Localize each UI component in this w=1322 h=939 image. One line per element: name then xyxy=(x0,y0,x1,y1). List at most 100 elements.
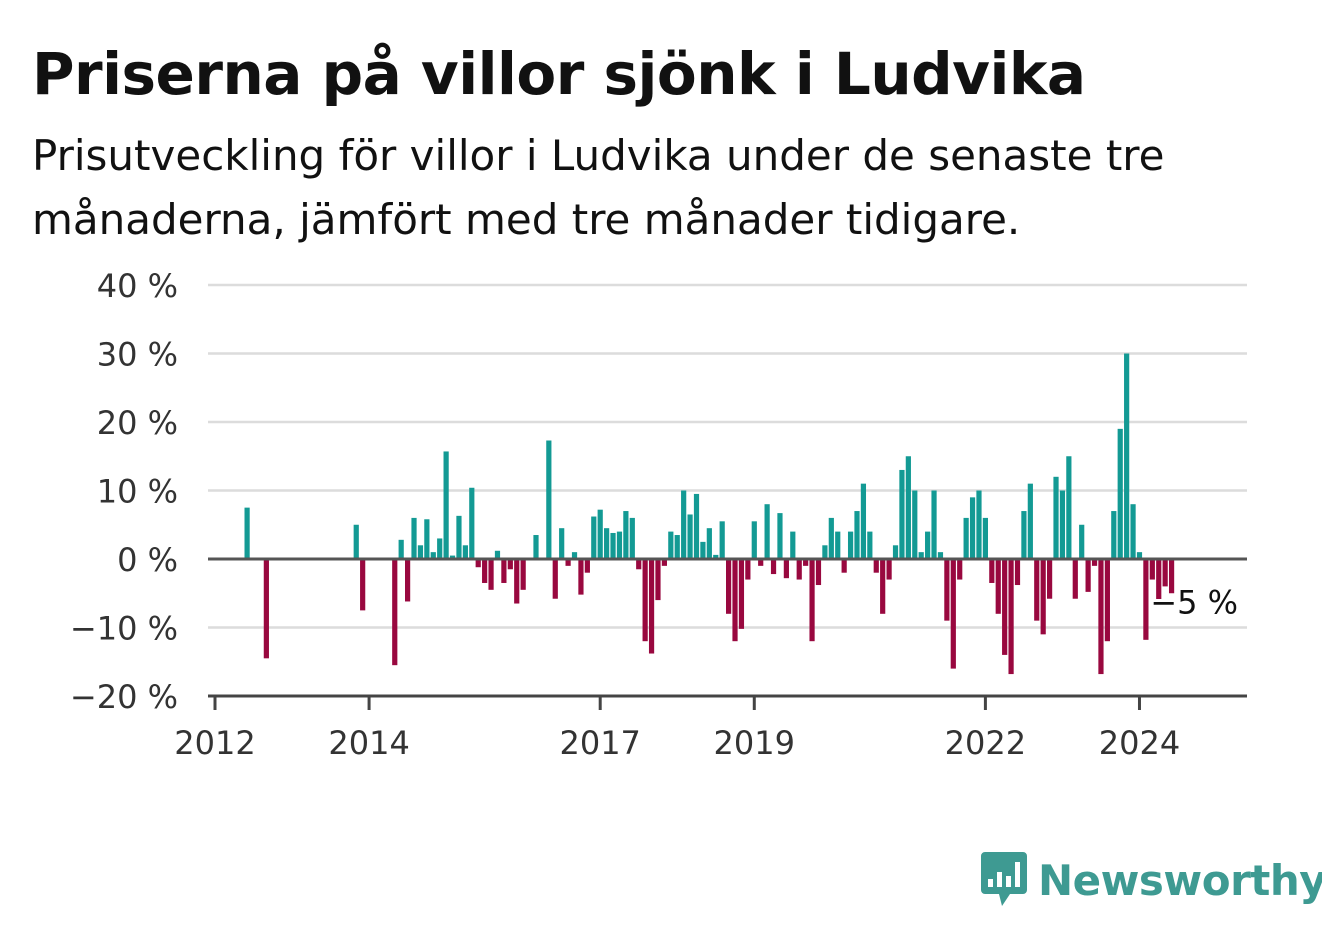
bar xyxy=(533,535,539,559)
newsworthy-logo-icon xyxy=(981,852,1027,906)
bar-chart: −20 % −10 % 0 % 10 % 20 % 30 % 40 % 2012 2014 201… xyxy=(70,267,1247,762)
bar xyxy=(937,552,944,559)
bar xyxy=(815,559,822,586)
bar xyxy=(604,528,610,559)
last-value-annotation: −5 % xyxy=(1150,584,1238,622)
bar xyxy=(353,524,359,559)
bar xyxy=(559,528,565,559)
bar xyxy=(719,521,725,559)
bar xyxy=(681,490,687,559)
bar xyxy=(854,511,860,559)
bar xyxy=(616,531,623,559)
bar xyxy=(905,456,911,559)
bar xyxy=(957,559,963,580)
bar xyxy=(648,559,655,654)
bar xyxy=(995,559,1001,614)
bar xyxy=(828,517,834,559)
bar xyxy=(1002,559,1008,655)
bar xyxy=(244,507,250,559)
bar xyxy=(918,552,924,559)
bar xyxy=(610,532,616,559)
bar xyxy=(1136,552,1143,559)
x-tick-label: 2019 xyxy=(714,724,795,762)
bar xyxy=(1149,559,1155,580)
bar xyxy=(764,504,770,559)
bar xyxy=(1162,559,1168,587)
y-tick-label: −20 % xyxy=(70,678,178,716)
bar xyxy=(1008,559,1014,675)
bar xyxy=(424,519,430,559)
bar xyxy=(514,559,520,604)
bar xyxy=(1156,559,1162,601)
bar xyxy=(790,531,796,559)
bar xyxy=(360,559,366,611)
x-tick-label: 2012 xyxy=(174,724,255,762)
bar xyxy=(873,559,879,573)
bar xyxy=(969,497,976,559)
bar xyxy=(925,531,931,559)
bar xyxy=(700,541,706,559)
bar xyxy=(475,559,481,568)
bar xyxy=(880,559,886,614)
bar xyxy=(1079,524,1085,559)
bar xyxy=(520,559,526,590)
bar xyxy=(661,559,667,566)
bar xyxy=(417,545,424,559)
gridlines xyxy=(208,283,1247,629)
bar xyxy=(950,559,956,669)
bar xyxy=(982,517,988,559)
bar xyxy=(398,539,404,559)
bar xyxy=(783,559,789,579)
bar xyxy=(462,545,468,559)
bar xyxy=(1053,476,1059,559)
bar xyxy=(738,559,745,629)
bar xyxy=(494,550,501,559)
bar xyxy=(1168,559,1175,594)
bar xyxy=(835,531,841,559)
bar xyxy=(456,515,462,559)
bar xyxy=(430,552,436,559)
bar xyxy=(726,559,732,614)
bar xyxy=(405,559,411,602)
bar xyxy=(507,559,513,570)
bar xyxy=(1014,559,1021,586)
x-tick-label: 2022 xyxy=(945,724,1026,762)
bar xyxy=(449,555,456,559)
bar xyxy=(732,559,738,642)
y-tick-label: 40 % xyxy=(97,267,178,305)
bar xyxy=(443,451,449,559)
bar xyxy=(963,517,969,559)
axes xyxy=(208,557,1247,710)
bar xyxy=(706,528,712,559)
chart-title: Priserna på villor sjönk i Ludvika xyxy=(32,40,1086,108)
bar xyxy=(501,559,507,583)
bar xyxy=(944,559,950,621)
bar xyxy=(1034,559,1040,621)
bar xyxy=(597,509,603,559)
bar xyxy=(578,559,584,595)
bar xyxy=(623,511,629,559)
bar xyxy=(892,545,899,559)
bar xyxy=(841,559,847,573)
bar xyxy=(1066,456,1072,559)
bar xyxy=(392,559,398,666)
bar xyxy=(796,559,802,580)
bar xyxy=(758,559,764,566)
brand-name: Newsworthy xyxy=(1038,855,1322,905)
bar xyxy=(584,559,590,573)
bar xyxy=(1047,559,1053,599)
bar xyxy=(1021,511,1027,559)
bar xyxy=(693,493,700,559)
bar xyxy=(488,559,494,590)
bar xyxy=(642,559,648,642)
bar xyxy=(713,554,719,559)
bar xyxy=(629,517,635,559)
bar xyxy=(1124,353,1130,559)
y-tick-label: 0 % xyxy=(117,541,178,579)
bar xyxy=(674,535,680,559)
newsworthy-brand: Newsworthy xyxy=(980,848,1322,912)
y-tick-label: 30 % xyxy=(97,336,178,374)
bar xyxy=(860,483,867,559)
bar xyxy=(437,538,443,559)
bar xyxy=(867,531,873,559)
